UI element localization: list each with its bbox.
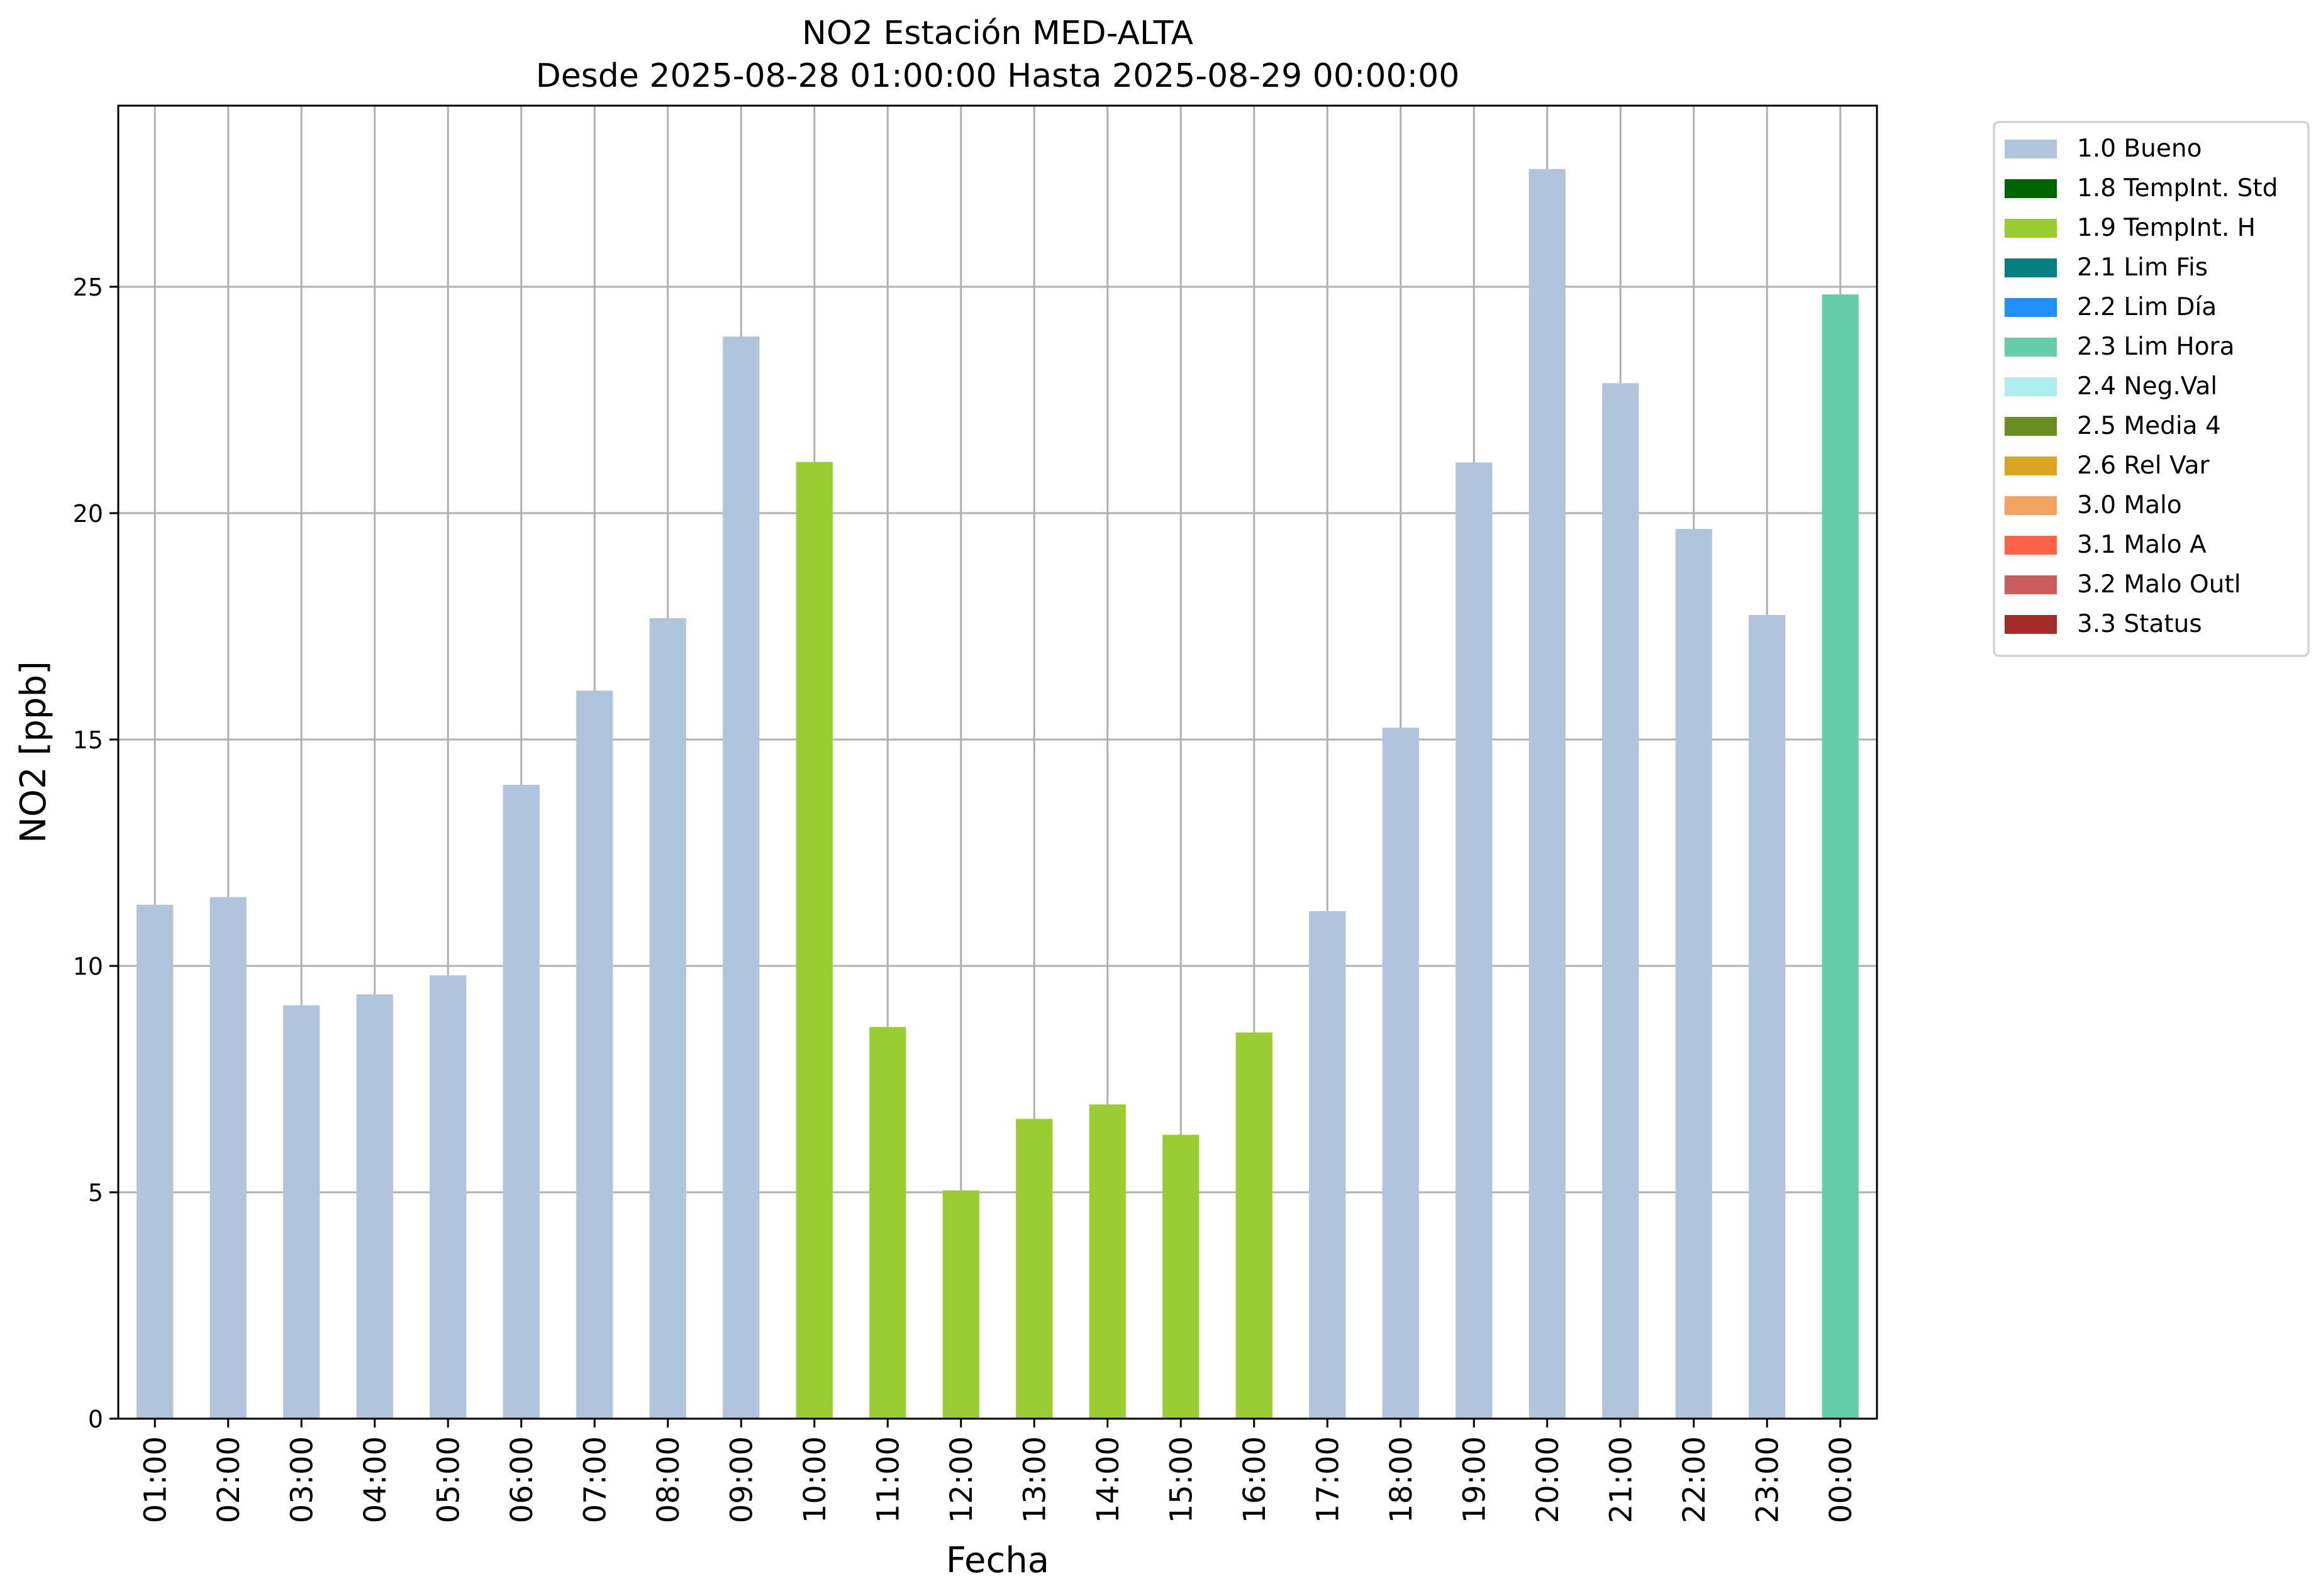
x-tick-label: 20:00 [1530, 1436, 1566, 1523]
legend-swatch [2005, 536, 2057, 555]
legend-label: 2.6 Rel Var [2077, 452, 2210, 480]
bars [136, 169, 1859, 1419]
y-axis-ticks: 0 5 10 15 20 25 [73, 274, 118, 1433]
x-tick-label: 13:00 [1017, 1436, 1052, 1523]
x-tick-label: 19:00 [1457, 1436, 1492, 1523]
bar-1200 [942, 1190, 979, 1419]
bar-0600 [503, 785, 540, 1419]
x-tick-label: 10:00 [798, 1436, 833, 1523]
y-tick-label: 25 [73, 274, 103, 301]
bar-0900 [723, 336, 760, 1419]
chart-subtitle: Desde 2025-08-28 01:00:00 Hasta 2025-08-… [536, 57, 1460, 95]
bar-2100 [1602, 383, 1639, 1419]
bar-0800 [649, 618, 686, 1419]
legend-label: 1.9 TempInt. H [2077, 214, 2256, 242]
bar-0400 [356, 994, 393, 1419]
legend-swatch [2005, 140, 2057, 158]
chart-title: NO2 Estación MED-ALTA [802, 14, 1193, 52]
legend-swatch [2005, 298, 2057, 317]
x-tick-label: 23:00 [1750, 1436, 1785, 1523]
x-tick-label: 01:00 [138, 1436, 173, 1523]
legend-swatch [2005, 496, 2057, 515]
bar-2200 [1675, 529, 1712, 1419]
x-tick-label: 18:00 [1384, 1436, 1419, 1523]
bar-1300 [1016, 1119, 1053, 1419]
bar-0000 [1822, 294, 1859, 1419]
x-tick-label: 03:00 [284, 1436, 320, 1523]
bar-1000 [796, 462, 833, 1419]
x-tick-label: 07:00 [577, 1436, 613, 1523]
bar-0200 [209, 897, 247, 1419]
legend: 1.0 Bueno 1.8 TempInt. Std 1.9 TempInt. H 2… [1993, 121, 2310, 657]
legend-label: 2.2 Lim Día [2077, 293, 2217, 321]
x-tick-label: 06:00 [504, 1436, 540, 1523]
x-tick-label: 02:00 [211, 1436, 247, 1523]
x-tick-label: 14:00 [1091, 1436, 1126, 1523]
bar-1100 [869, 1027, 906, 1419]
x-tick-label: 00:00 [1823, 1436, 1859, 1523]
x-tick-label: 17:00 [1310, 1436, 1345, 1523]
bar-1800 [1382, 728, 1419, 1419]
legend-swatch [2005, 377, 2057, 396]
bar-1400 [1089, 1104, 1126, 1419]
bar-0700 [576, 690, 613, 1419]
x-tick-label: 15:00 [1164, 1436, 1199, 1523]
bar-2300 [1749, 615, 1786, 1419]
bar-1500 [1162, 1134, 1200, 1419]
legend-label: 2.4 Neg.Val [2077, 372, 2217, 401]
bar-0100 [136, 904, 174, 1419]
x-tick-label: 16:00 [1237, 1436, 1272, 1523]
y-axis-label: NO2 [ppb] [13, 661, 54, 843]
x-tick-label: 11:00 [871, 1436, 906, 1523]
legend-swatch [2005, 615, 2057, 634]
y-tick-label: 20 [73, 500, 103, 528]
x-axis-label: Fecha [946, 1540, 1049, 1581]
legend-label: 3.1 Malo A [2077, 531, 2207, 559]
bar-0300 [283, 1005, 320, 1419]
bar-2000 [1528, 169, 1566, 1419]
y-tick-label: 10 [73, 953, 103, 980]
legend-swatch [2005, 457, 2057, 475]
x-tick-label: 05:00 [431, 1436, 466, 1523]
legend-label: 2.1 Lim Fis [2077, 253, 2208, 282]
legend-box [1993, 121, 2310, 657]
bar-1900 [1456, 462, 1493, 1419]
legend-label: 1.8 TempInt. Std [2077, 174, 2278, 202]
x-tick-label: 22:00 [1677, 1436, 1712, 1523]
x-tick-label: 08:00 [651, 1436, 686, 1523]
y-tick-label: 5 [88, 1179, 103, 1207]
legend-swatch [2005, 417, 2057, 436]
legend-label: 3.0 Malo [2077, 491, 2182, 519]
x-tick-label: 12:00 [944, 1436, 979, 1523]
legend-label: 2.5 Media 4 [2077, 412, 2221, 440]
bar-1600 [1235, 1032, 1272, 1419]
y-tick-label: 0 [88, 1405, 103, 1433]
x-tick-label: 21:00 [1603, 1436, 1639, 1523]
x-tick-label: 04:00 [358, 1436, 393, 1523]
bar-1700 [1309, 911, 1346, 1419]
x-tick-label: 09:00 [724, 1436, 759, 1523]
x-axis-ticks: 01:00 02:00 03:00 04:00 05:00 06:00 07:00 08:00… [138, 1419, 1859, 1523]
legend-label: 3.2 Malo Outl [2077, 570, 2241, 599]
legend-label: 2.3 Lim Hora [2077, 333, 2235, 361]
legend-swatch [2005, 179, 2057, 198]
y-tick-label: 15 [73, 726, 103, 754]
legend-label: 3.3 Status [2077, 610, 2202, 638]
legend-swatch [2005, 575, 2057, 594]
plot-frame [117, 104, 1878, 1420]
legend-swatch [2005, 338, 2057, 357]
legend-label: 1.0 Bueno [2077, 135, 2202, 163]
legend-swatch [2005, 258, 2057, 277]
bar-0500 [430, 975, 467, 1419]
legend-swatch [2005, 219, 2057, 238]
